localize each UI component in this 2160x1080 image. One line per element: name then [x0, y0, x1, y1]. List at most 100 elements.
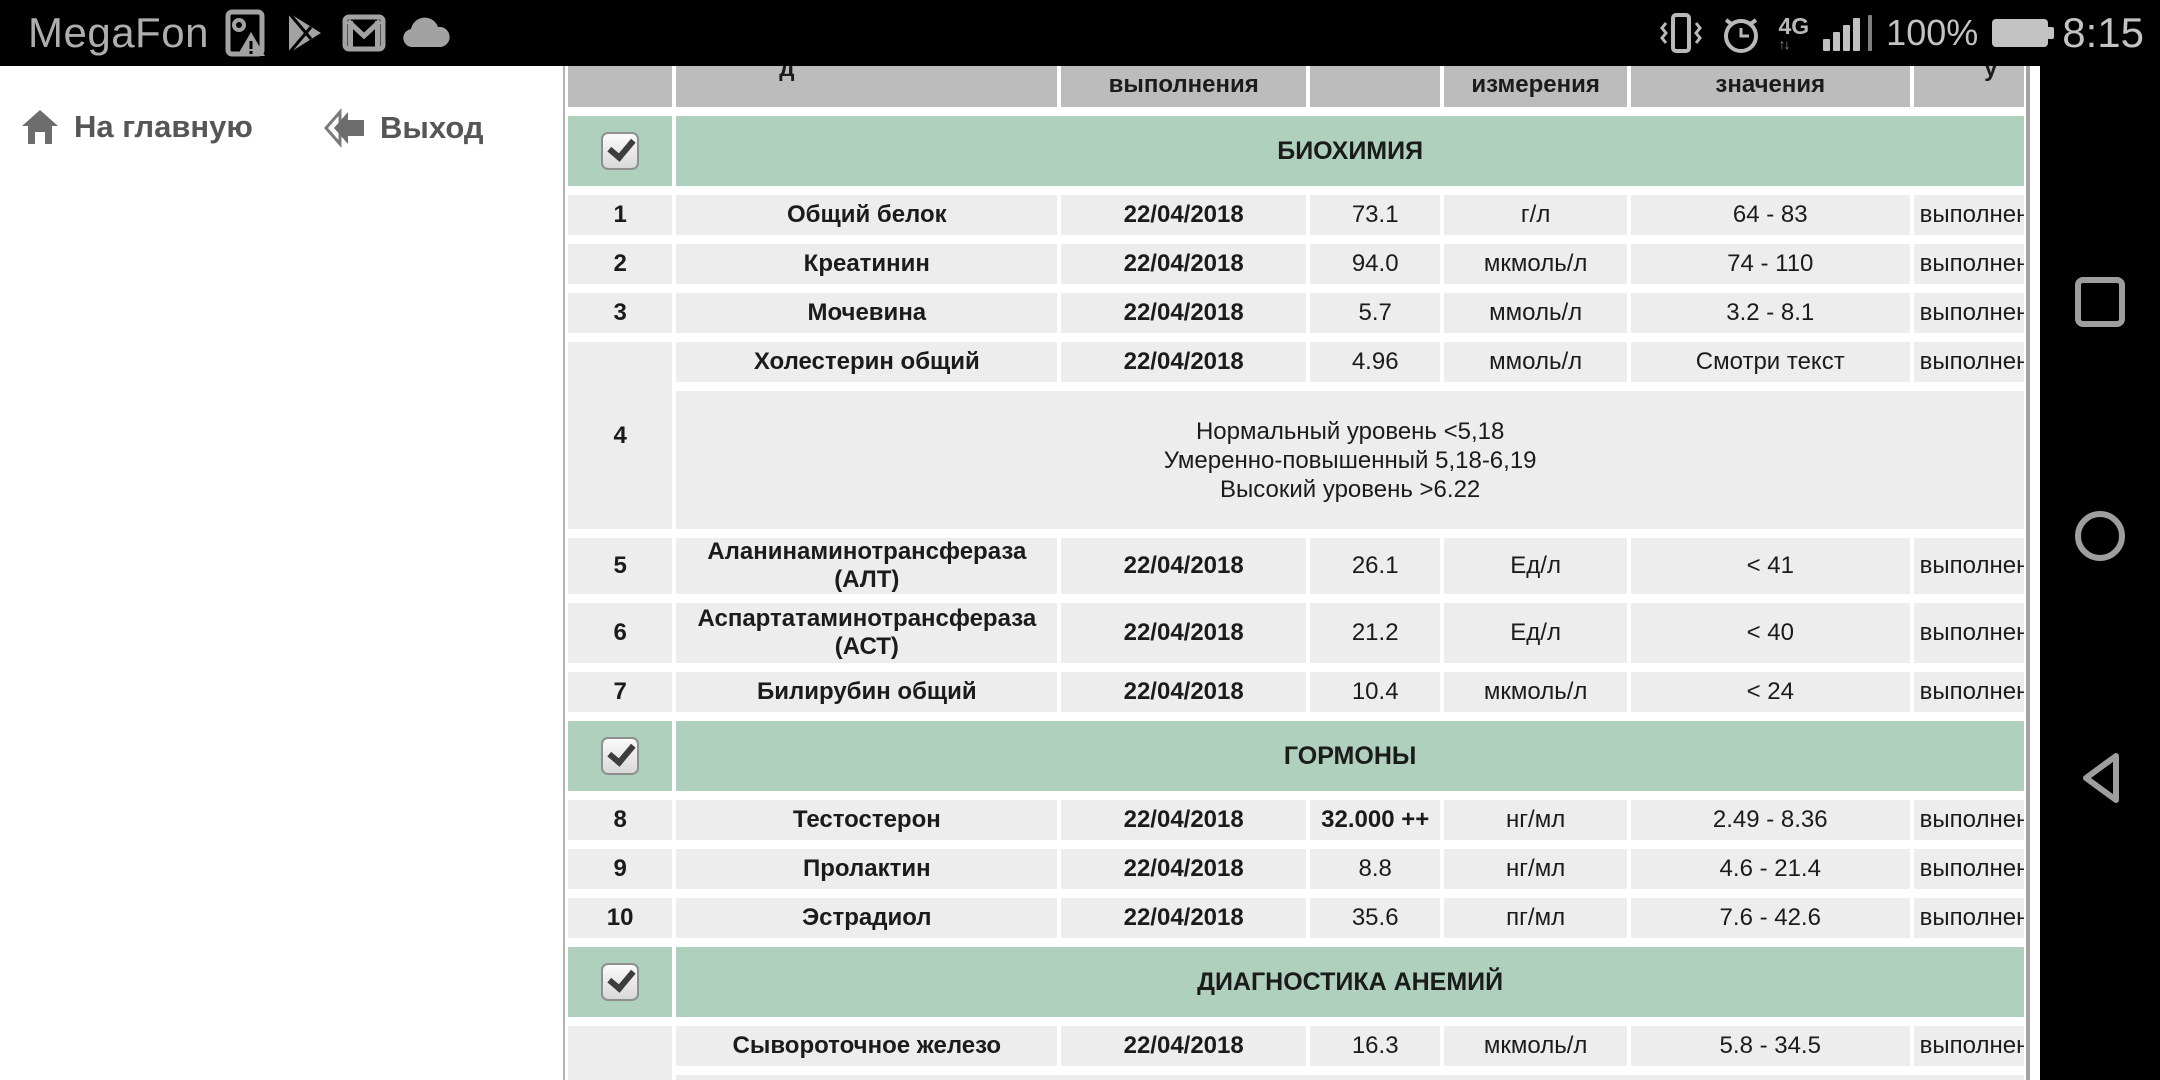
- play-store-icon: [287, 12, 321, 54]
- cell-reference: 2.49 - 8.36: [1630, 800, 1910, 840]
- cell-status: выполнено: [1913, 293, 2024, 333]
- cell-name: Тестостерон: [676, 800, 1058, 840]
- table-row: 10 Эстрадиол 22/04/2018 35.6 пг/мл 7.6 -…: [568, 898, 2024, 938]
- cell-status: выполнено: [1913, 195, 2024, 235]
- cell-status: выполнено: [1913, 603, 2024, 663]
- cell-date: 22/04/2018: [1061, 603, 1307, 663]
- cell-reference: < 24: [1630, 672, 1910, 712]
- cell-status: выполнено: [1913, 538, 2024, 594]
- cell-name: Мочевина: [676, 293, 1058, 333]
- cell-reference: Смотри текст: [1630, 342, 1910, 382]
- double-back-arrow-icon: [324, 108, 364, 148]
- cell-number: 4: [568, 342, 673, 529]
- android-nav-bar: [2040, 0, 2160, 1080]
- cell-reference: 7.6 - 42.6: [1630, 898, 1910, 938]
- cell-name: Общий белок: [676, 195, 1058, 235]
- cell-value: 73.1: [1310, 195, 1441, 235]
- cell-units: нг/мл: [1444, 849, 1627, 889]
- header-name: д: [676, 66, 1058, 107]
- vibrate-icon: [1660, 13, 1703, 53]
- cell-name: Пролактин: [676, 849, 1058, 889]
- cell-status: выполнено: [1913, 244, 2024, 284]
- cell-status: выполнено: [1913, 1026, 2024, 1066]
- cell-number: 8: [568, 800, 673, 840]
- home-button[interactable]: [2074, 510, 2126, 562]
- page-content: На главную Выход д выполнения измерения …: [0, 66, 2040, 1080]
- header-reference: значения: [1630, 66, 1910, 107]
- cell-value: 35.6: [1310, 898, 1441, 938]
- cell-reference: 3.2 - 8.1: [1630, 293, 1910, 333]
- cell-date: 22/04/2018: [1061, 898, 1307, 938]
- cell-name: Аспартатаминотрансфераза (АСТ): [676, 603, 1058, 663]
- cell-number: 5: [568, 538, 673, 594]
- cell-number: 7: [568, 672, 673, 712]
- cell-units: ммоль/л: [1444, 342, 1627, 382]
- cell-value: 21.2: [1310, 603, 1441, 663]
- table-row: 4 Холестерин общий 22/04/2018 4.96 ммоль…: [568, 342, 2024, 529]
- section-row-hormones: ГОРМОНЫ: [568, 721, 2024, 791]
- header-number: [568, 66, 673, 107]
- cell-date: 22/04/2018: [1061, 672, 1307, 712]
- cell-units: мкмоль/л: [1444, 244, 1627, 284]
- header-result: [1310, 66, 1441, 107]
- cell-units: пг/мл: [1444, 898, 1627, 938]
- exit-link[interactable]: Выход: [324, 108, 484, 148]
- cell-reference: < 40: [1630, 603, 1910, 663]
- cell-reference: 64 - 83: [1630, 195, 1910, 235]
- cell-name: Креатинин: [676, 244, 1058, 284]
- cell-date: 22/04/2018: [1061, 244, 1307, 284]
- table-note-row: Концентрация железа в сыворотке/плазме к…: [568, 1075, 2024, 1080]
- cell-value: 16.3: [1310, 1026, 1441, 1066]
- cell-status: выполнено: [1913, 342, 2024, 382]
- content-divider-line: [563, 66, 565, 1080]
- section-row-anemia: ДИАГНОСТИКА АНЕМИЙ: [568, 947, 2024, 1017]
- table-note-row: Нормальный уровень <5,18 Умеренно-повыше…: [568, 391, 2024, 529]
- cell-units: Ед/л: [1444, 538, 1627, 594]
- clock: 8:15: [2062, 9, 2144, 56]
- house-icon: [22, 110, 58, 144]
- cell-reference: 74 - 110: [1630, 244, 1910, 284]
- status-bar: MegaFon: [0, 0, 2160, 66]
- table-row: 9 Пролактин 22/04/2018 8.8 нг/мл 4.6 - 2…: [568, 849, 2024, 889]
- cell-value: 26.1: [1310, 538, 1441, 594]
- cell-value: 4.96: [1310, 342, 1441, 382]
- table-row: 5 Аланинаминотрансфераза (АЛТ) 22/04/201…: [568, 538, 2024, 594]
- cell-date: 22/04/2018: [1061, 1026, 1307, 1066]
- table-header-row: д выполнения измерения значения у: [568, 66, 2024, 107]
- table-row: 6 Аспартатаминотрансфераза (АСТ) 22/04/2…: [568, 603, 2024, 663]
- section-title: ГОРМОНЫ: [676, 721, 2024, 791]
- table-row: 7 Билирубин общий 22/04/2018 10.4 мкмоль…: [568, 672, 2024, 712]
- cell-number: 9: [568, 849, 673, 889]
- cell-number: 3: [568, 293, 673, 333]
- cell-note: Концентрация железа в сыворотке/плазме к…: [676, 1075, 2024, 1080]
- cell-number: 10: [568, 898, 673, 938]
- cell-value: 10.4: [1310, 672, 1441, 712]
- home-link-label: На главную: [74, 109, 253, 144]
- battery-icon: [1992, 19, 2055, 47]
- cloud-icon: [403, 17, 450, 47]
- cell-reference: 5.8 - 34.5: [1630, 1026, 1910, 1066]
- cell-status: выполнено: [1913, 898, 2024, 938]
- cell-name: Аланинаминотрансфераза (АЛТ): [676, 538, 1058, 594]
- cell-note: Нормальный уровень <5,18 Умеренно-повыше…: [676, 391, 2024, 529]
- back-button[interactable]: [2072, 748, 2128, 808]
- section-checkbox[interactable]: [601, 963, 640, 1001]
- recents-button[interactable]: [2074, 276, 2126, 328]
- section-checkbox[interactable]: [601, 737, 640, 775]
- signal-strength-icon: [1823, 15, 1873, 51]
- vertical-scrollbar[interactable]: [2026, 66, 2030, 1080]
- cell-number: 11: [568, 1026, 673, 1080]
- header-status: у: [1913, 66, 2024, 107]
- cell-units: нг/мл: [1444, 800, 1627, 840]
- table-row: 3 Мочевина 22/04/2018 5.7 ммоль/л 3.2 - …: [568, 293, 2024, 333]
- section-checkbox[interactable]: [601, 132, 640, 170]
- network-type-indicator: 4G ↑↓: [1778, 13, 1810, 52]
- cell-date: 22/04/2018: [1061, 195, 1307, 235]
- lab-results-table: д выполнения измерения значения у БИОХИМ…: [564, 66, 2034, 1080]
- cell-status: выполнено: [1913, 849, 2024, 889]
- cell-reference: < 41: [1630, 538, 1910, 594]
- home-link[interactable]: На главную: [20, 108, 253, 146]
- gmail-icon: [342, 14, 386, 52]
- cell-name: Холестерин общий: [676, 342, 1058, 382]
- cell-value: 5.7: [1310, 293, 1441, 333]
